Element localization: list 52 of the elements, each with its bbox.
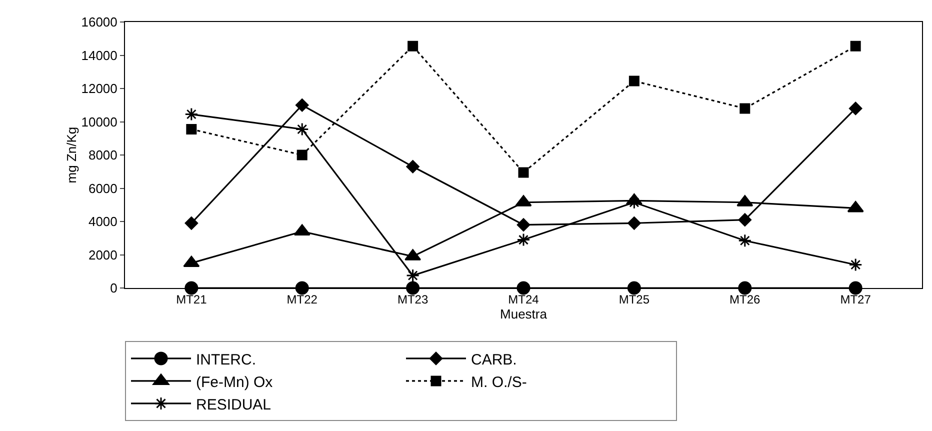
point [186, 124, 197, 134]
x-tick-label: MT27 [840, 292, 872, 306]
point [516, 281, 530, 295]
legend-label: M. O./S- [471, 374, 527, 391]
x-tick-label: MT24 [508, 292, 540, 306]
point [516, 218, 530, 232]
point [296, 150, 308, 160]
point [184, 216, 198, 230]
y-tick-label: 12000 [81, 81, 118, 96]
y-tick-label: 10000 [81, 114, 118, 130]
y-axis-title: mg Zn/Kg [64, 126, 80, 184]
x-tick-label: MT21 [176, 292, 208, 306]
point [738, 213, 752, 226]
y-tick-label: 8000 [88, 148, 118, 163]
point [183, 256, 200, 268]
point [738, 234, 752, 248]
point [850, 40, 861, 52]
x-tick-label: MT22 [286, 292, 318, 306]
x-tick-label: MT26 [730, 292, 761, 306]
point [295, 122, 309, 136]
point [406, 281, 420, 295]
point [848, 102, 862, 116]
y-tick-label: 16000 [81, 14, 118, 30]
point [628, 76, 640, 86]
legend-label: CARB. [471, 351, 517, 368]
x-tick-label: MT23 [397, 292, 428, 306]
point [408, 40, 418, 52]
y-tick-label: 14000 [81, 48, 118, 63]
point [295, 281, 309, 295]
point [848, 258, 862, 272]
legend-label: RESIDUAL [196, 396, 272, 414]
point [848, 281, 862, 295]
point [516, 233, 530, 247]
point [406, 268, 420, 282]
y-tick-label: 4000 [88, 214, 118, 230]
point [184, 108, 198, 122]
x-tick-label: MT25 [618, 292, 650, 306]
y-tick-label: 0 [110, 280, 118, 296]
point [184, 281, 198, 295]
point [627, 281, 641, 295]
point [627, 196, 641, 210]
legend-label: (Fe-Mn) Ox [196, 374, 274, 391]
x-axis-title: Muestra [500, 306, 548, 322]
point [518, 167, 529, 178]
y-tick-label: 6000 [88, 180, 118, 196]
point [740, 103, 750, 114]
legend-label: INTERC. [196, 351, 256, 368]
point [406, 160, 420, 174]
point [738, 281, 752, 295]
point [296, 98, 309, 112]
y-tick-label: 2000 [88, 247, 118, 262]
point [628, 216, 641, 230]
